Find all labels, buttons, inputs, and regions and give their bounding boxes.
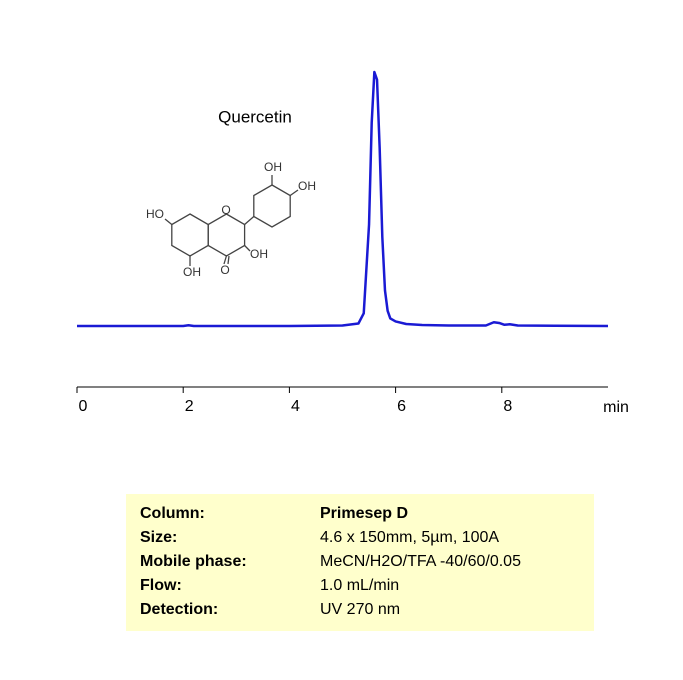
annotation: Quercetin xyxy=(218,107,292,126)
structure-label: O xyxy=(221,203,230,217)
info-box xyxy=(126,494,594,631)
x-tick-label: 0 xyxy=(79,398,88,415)
structure-label: HO xyxy=(146,207,164,221)
info-value: Primesep D xyxy=(320,505,408,522)
x-tick-label: 2 xyxy=(185,398,194,415)
structure-label: OH xyxy=(183,265,201,279)
info-label: Flow: xyxy=(140,577,182,594)
structure-label: OH xyxy=(298,179,316,193)
info-table: Column: Primesep D Size: 4.6 x 150mm, 5µm, … xyxy=(140,505,521,618)
signal-line xyxy=(77,70,609,328)
info-value: MeCN/H2O/TFA -40/60/0.05 xyxy=(320,553,521,570)
structure xyxy=(164,175,299,266)
x-tick-label: 6 xyxy=(397,398,406,415)
x-axis-label: min xyxy=(603,399,629,416)
x-tick-label: 4 xyxy=(291,398,300,415)
structure-label: O xyxy=(220,263,229,277)
structure-label: OH xyxy=(264,160,282,174)
info-value: 1.0 mL/min xyxy=(320,577,399,594)
info-label: Size: xyxy=(140,529,177,546)
x-tick-label: 8 xyxy=(503,398,512,415)
info-label: Mobile phase: xyxy=(140,553,247,570)
info-label: Column: xyxy=(140,505,205,522)
info-label: Detection: xyxy=(140,601,218,618)
info-value: UV 270 nm xyxy=(320,601,400,618)
info-value: 4.6 x 150mm, 5µm, 100A xyxy=(320,529,499,546)
structure-label: OH xyxy=(250,247,268,261)
